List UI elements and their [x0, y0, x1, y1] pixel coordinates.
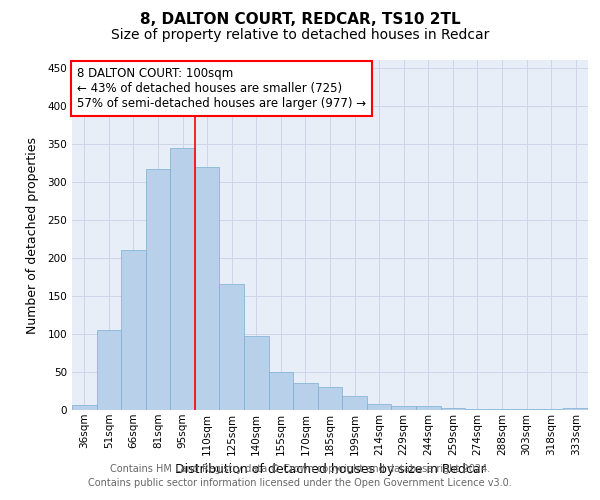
Bar — [72, 404, 97, 410]
Y-axis label: Number of detached properties: Number of detached properties — [26, 136, 39, 334]
Bar — [220, 284, 244, 410]
Bar — [293, 384, 318, 410]
Bar — [318, 387, 342, 410]
Bar — [539, 409, 563, 410]
Bar — [465, 409, 490, 410]
Text: Size of property relative to detached houses in Redcar: Size of property relative to detached ho… — [111, 28, 489, 42]
Bar — [121, 250, 146, 410]
Bar — [97, 330, 121, 410]
Bar — [146, 169, 170, 410]
Bar — [563, 408, 588, 410]
Bar — [490, 409, 514, 410]
Bar — [170, 148, 195, 410]
Text: Contains HM Land Registry data © Crown copyright and database right 2024.
Contai: Contains HM Land Registry data © Crown c… — [88, 464, 512, 487]
Bar — [367, 404, 391, 410]
Bar — [269, 372, 293, 410]
Bar — [416, 406, 440, 410]
Bar — [440, 408, 465, 410]
X-axis label: Distribution of detached houses by size in Redcar: Distribution of detached houses by size … — [175, 463, 485, 476]
Text: 8, DALTON COURT, REDCAR, TS10 2TL: 8, DALTON COURT, REDCAR, TS10 2TL — [140, 12, 460, 28]
Bar — [391, 406, 416, 410]
Bar — [244, 336, 269, 410]
Text: 8 DALTON COURT: 100sqm
← 43% of detached houses are smaller (725)
57% of semi-de: 8 DALTON COURT: 100sqm ← 43% of detached… — [77, 67, 366, 110]
Bar — [195, 166, 220, 410]
Bar — [514, 409, 539, 410]
Bar — [342, 396, 367, 410]
